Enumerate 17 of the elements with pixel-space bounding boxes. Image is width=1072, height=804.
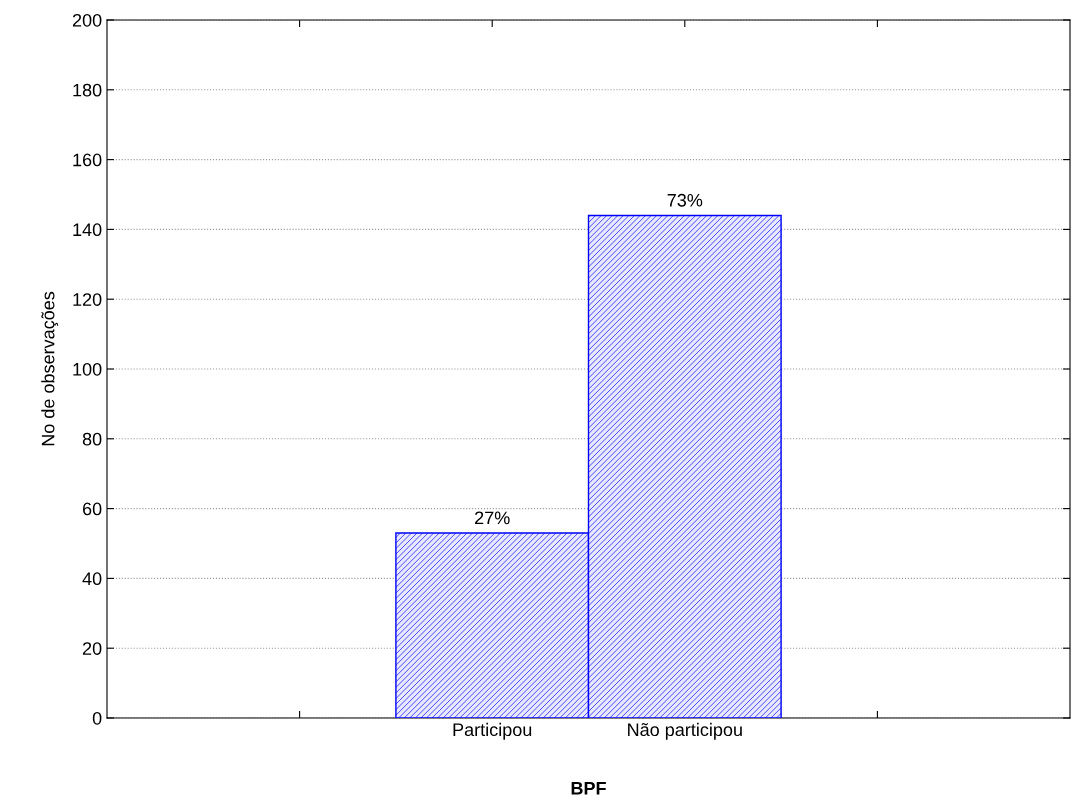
y-tick-label: 40 bbox=[82, 572, 102, 586]
y-tick-label: 80 bbox=[82, 432, 102, 446]
x-tick-label: Participou bbox=[453, 722, 532, 740]
x-tick-label: Não participou bbox=[628, 722, 742, 740]
y-tick-label: 60 bbox=[82, 502, 102, 516]
y-tick-label: 120 bbox=[73, 293, 102, 306]
annotation: 73% bbox=[667, 193, 703, 207]
annotation: 27% bbox=[475, 511, 510, 525]
y-axis-title: No de observações bbox=[41, 291, 59, 446]
y-tick-label: 200 bbox=[72, 13, 102, 27]
y-tick-label: 160 bbox=[73, 153, 102, 167]
y-tick-label: 100 bbox=[73, 362, 102, 376]
y-tick-label: 0 bbox=[92, 711, 102, 725]
y-tick-label: 20 bbox=[82, 642, 102, 655]
y-tick-label: 140 bbox=[73, 223, 102, 237]
x-axis-title: BPF bbox=[571, 782, 606, 795]
y-tick-label: 180 bbox=[73, 83, 102, 97]
